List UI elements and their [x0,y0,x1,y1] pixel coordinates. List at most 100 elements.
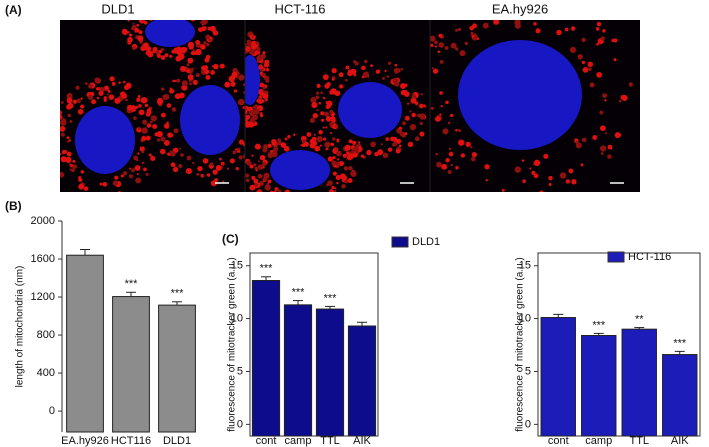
mito [68,139,72,142]
mito [192,67,195,70]
mito [611,38,615,43]
mito [170,162,176,168]
mito [325,147,329,151]
legend-swatch [607,251,625,263]
mito [204,57,210,63]
mito [387,61,392,65]
mito [120,91,126,97]
mito [200,15,204,19]
mito [265,67,270,72]
mito [201,65,206,71]
mito [326,183,330,187]
mito [327,156,333,162]
mito [259,91,264,96]
mito [435,116,441,122]
mito [395,149,401,154]
mito [441,163,448,170]
mito [245,173,250,178]
x-tick-label: TTL [629,435,649,447]
mito [238,155,243,160]
mito [121,28,128,35]
mito [601,152,604,155]
mito [184,9,190,15]
mito [109,76,115,82]
mito [284,137,288,141]
mito [120,174,124,178]
mito [201,23,204,26]
mito [450,163,453,167]
mito [242,153,245,159]
mito [272,190,277,192]
y-tick-label: 0 [237,418,243,430]
mito [177,11,182,16]
mito [596,21,602,27]
mito [439,91,443,95]
mito [128,33,133,37]
mito [251,175,256,180]
mito [602,93,608,98]
mito [141,150,145,154]
mito [246,160,252,166]
mito [400,83,406,89]
mito [577,54,583,60]
mito [148,50,153,56]
mito [439,60,444,64]
mito [316,109,319,112]
mito [196,9,201,14]
mito [141,135,147,141]
mito [404,132,408,136]
mito [539,190,544,192]
mito [559,172,567,179]
mito [138,20,145,24]
mito [344,179,349,184]
mito [148,153,152,157]
mito [330,116,336,122]
mito [239,139,244,144]
mito [377,149,384,156]
mito [245,106,249,110]
mito [604,99,607,102]
mito [253,35,256,38]
mito [200,174,204,177]
mito [136,173,139,176]
mito [431,66,435,70]
significance: *** [260,263,274,275]
mito [310,194,316,200]
mito [319,198,321,200]
mito [331,78,335,81]
mito [259,82,265,88]
mito [132,22,135,25]
mito [158,9,161,12]
mito [320,111,325,116]
mito [61,149,67,155]
mito [569,46,577,53]
mito [235,166,239,171]
mito [195,40,201,45]
mito [322,126,325,129]
mito [364,59,368,64]
mito [315,91,320,95]
mito [98,90,104,96]
mito [322,74,329,81]
mito [205,74,211,80]
mito [189,82,192,86]
mito [103,98,107,102]
mito [564,27,569,32]
mito [166,6,170,10]
mito [173,9,179,15]
mito [263,144,269,150]
mito [410,97,417,104]
mito [434,40,438,45]
mito [420,93,423,96]
mito [182,11,184,13]
mito [140,10,145,15]
nucleus [75,106,135,174]
mito [556,29,562,36]
mito [261,99,265,103]
mito [273,146,279,152]
mito [167,132,173,138]
mito [254,143,261,150]
mito [582,67,589,73]
mito [137,95,141,98]
mito [344,144,351,151]
